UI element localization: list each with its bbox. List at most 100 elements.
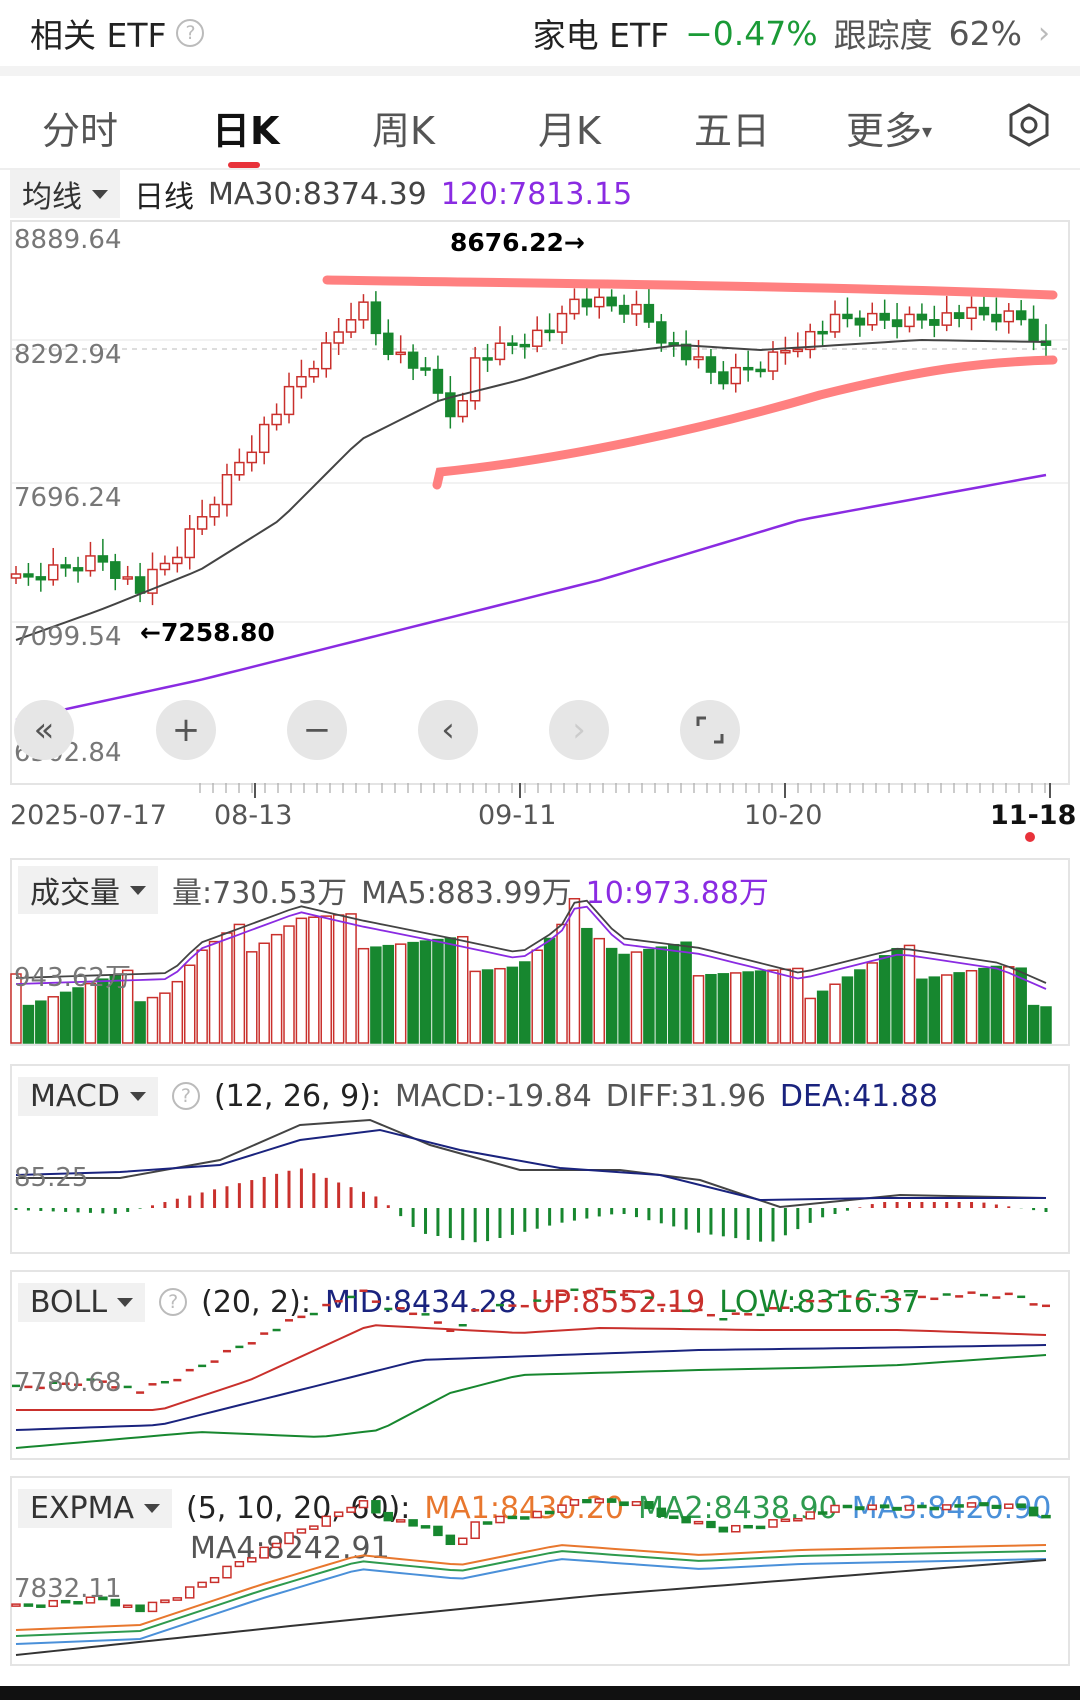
- macd-params: (12, 26, 9):: [213, 1078, 382, 1114]
- tab-intraday[interactable]: 分时: [42, 109, 119, 153]
- expma-candle: [1028, 1506, 1039, 1517]
- volume-bar: [965, 969, 978, 1044]
- expma-panel[interactable]: [10, 1476, 1070, 1666]
- volume-bar: [246, 951, 258, 1044]
- tab-monthly-k[interactable]: 月K: [538, 109, 601, 153]
- candlestick: [445, 392, 456, 418]
- macd-panel[interactable]: [10, 1064, 1070, 1254]
- volume-bar: [134, 1001, 146, 1044]
- candlestick: [258, 423, 270, 454]
- high-price-annotation: 8676.22→: [450, 228, 585, 257]
- tab-more[interactable]: 更多▾: [846, 109, 933, 153]
- date-label: 09-11: [478, 800, 557, 831]
- candlestick: [631, 303, 642, 315]
- expma-candle: [830, 1504, 840, 1513]
- help-icon[interactable]: ?: [171, 1082, 200, 1110]
- fullscreen-icon[interactable]: [680, 700, 740, 760]
- help-icon[interactable]: ?: [159, 1288, 188, 1316]
- volume-selector[interactable]: 成交量: [18, 866, 158, 914]
- volume-bar: [283, 925, 295, 1044]
- related-etf-label: 相关 ETF: [30, 16, 167, 55]
- candlestick: [1015, 310, 1027, 321]
- expma-candle: [681, 1516, 691, 1524]
- boll-up: UP:8552.19: [530, 1284, 706, 1320]
- line-type-label: 日线: [134, 180, 194, 215]
- candlestick: [383, 332, 394, 355]
- volume-bar: [655, 946, 668, 1044]
- volume-chart[interactable]: [0, 0, 1080, 1050]
- dea-line: [15, 1128, 1046, 1202]
- related-etf-bar[interactable]: 相关 ETF ? 家电 ETF −0.47% 跟踪度 62% ›: [0, 0, 1080, 66]
- expma-candle: [383, 1511, 394, 1522]
- boll-panel[interactable]: [10, 1270, 1070, 1460]
- active-tab-indicator: [228, 162, 260, 168]
- expma-candle: [445, 1534, 456, 1546]
- tab-daily-k[interactable]: 日K: [212, 109, 280, 153]
- expma-candle: [346, 1506, 356, 1513]
- volume-bar: [593, 937, 606, 1044]
- candlestick: [879, 312, 890, 321]
- candlestick: [72, 567, 84, 572]
- expma-candle: [482, 1521, 493, 1525]
- boll-chart[interactable]: [0, 0, 1080, 1470]
- volume-bar: [59, 991, 72, 1044]
- expma-candle: [371, 1500, 381, 1514]
- expma-candle: [271, 1542, 282, 1549]
- candlestick: [643, 303, 655, 323]
- candlestick-chart[interactable]: [0, 0, 1080, 850]
- candlestick-chart-panel[interactable]: [10, 220, 1070, 785]
- macd-selector[interactable]: MACD: [18, 1076, 158, 1116]
- candlestick: [296, 375, 307, 388]
- volume-bar: [258, 942, 270, 1044]
- volume-bar: [866, 962, 879, 1044]
- y-axis-label: 8292.94: [14, 340, 122, 370]
- volume-bar: [854, 969, 866, 1044]
- expma-candle: [855, 1506, 865, 1511]
- expma-candle: [247, 1557, 257, 1563]
- tab-weekly-k[interactable]: 周K: [372, 109, 435, 153]
- candlestick: [221, 474, 233, 506]
- expma-legend: EXPMA (5, 10, 20, 60): MA1:8430.20 MA2:8…: [18, 1486, 1051, 1530]
- candlestick: [320, 342, 332, 370]
- tracking-label: 跟踪度: [833, 16, 933, 55]
- expma-candle: [135, 1604, 145, 1613]
- chevron-right-icon[interactable]: ›: [1038, 15, 1050, 51]
- scroll-right-icon[interactable]: ›: [549, 700, 609, 760]
- boll-selector[interactable]: BOLL: [18, 1282, 146, 1322]
- volume-bar: [407, 941, 419, 1044]
- zoom-out-icon[interactable]: −: [287, 700, 347, 760]
- candlestick: [742, 366, 754, 371]
- volume-bar: [394, 943, 407, 1044]
- volume-bar: [370, 946, 382, 1044]
- ma-selector[interactable]: 均线: [10, 170, 120, 218]
- scroll-left-icon[interactable]: ‹: [418, 700, 478, 760]
- expma-candle: [122, 1604, 133, 1608]
- resistance-annotation: [322, 275, 1058, 300]
- macd-chart[interactable]: [0, 0, 1080, 1260]
- candlestick: [941, 312, 952, 326]
- expma-candle: [296, 1528, 307, 1534]
- expma-candle: [197, 1581, 207, 1588]
- volume-bar: [692, 975, 705, 1044]
- volume-panel[interactable]: [10, 858, 1070, 1046]
- volume-bar: [183, 964, 196, 1044]
- expma-candle: [160, 1599, 170, 1604]
- expma-candle: [420, 1525, 431, 1529]
- zoom-in-icon[interactable]: +: [156, 700, 216, 760]
- expma-selector[interactable]: EXPMA: [18, 1488, 173, 1528]
- expma-candle: [867, 1504, 878, 1511]
- help-icon[interactable]: ?: [176, 19, 205, 47]
- divider: [0, 66, 1080, 76]
- expma-candle: [209, 1576, 220, 1584]
- expma-ma4-line: [15, 1559, 1047, 1656]
- candlestick: [308, 367, 320, 378]
- volume-bar: [717, 973, 730, 1044]
- settings-hexagon-icon[interactable]: [1006, 102, 1052, 148]
- expma-candle: [569, 1499, 580, 1506]
- volume-bar: [581, 927, 593, 1044]
- scroll-to-start-icon[interactable]: «: [14, 700, 74, 760]
- volume-bar: [841, 976, 854, 1044]
- candlestick: [196, 516, 208, 530]
- tab-five-day[interactable]: 五日: [694, 109, 771, 153]
